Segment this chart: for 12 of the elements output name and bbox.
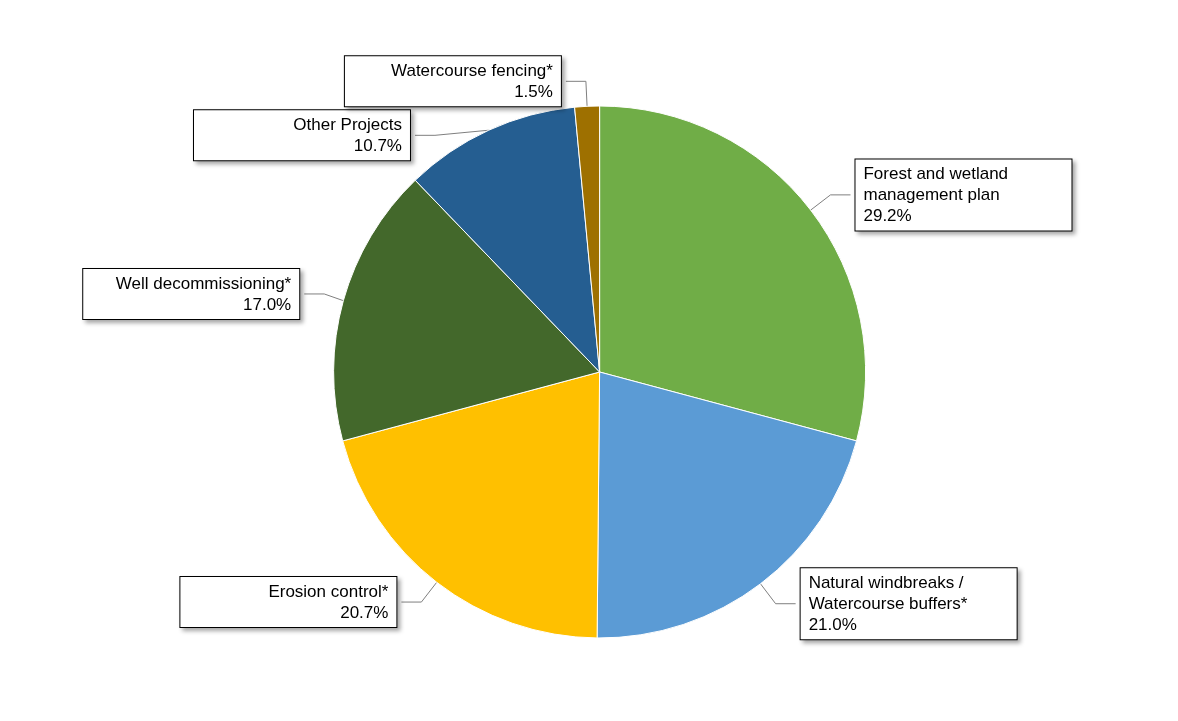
data-label: 10.7% — [353, 136, 402, 156]
slice-label: Forest and wetland management plan — [863, 164, 1013, 205]
data-label: 29.2% — [863, 206, 912, 226]
slice-label: Erosion control* — [268, 582, 389, 602]
slice-label: Natural windbreaks / Watercourse buffers* — [808, 573, 969, 614]
data-label: 17.0% — [243, 294, 292, 314]
data-label: 1.5% — [514, 82, 553, 102]
slice-label: Other Projects — [293, 115, 402, 135]
slice-label: Watercourse fencing* — [391, 61, 554, 81]
data-label: 20.7% — [340, 603, 389, 623]
slice-label: Well decommissioning* — [115, 273, 292, 293]
data-label: 21.0% — [808, 615, 857, 635]
